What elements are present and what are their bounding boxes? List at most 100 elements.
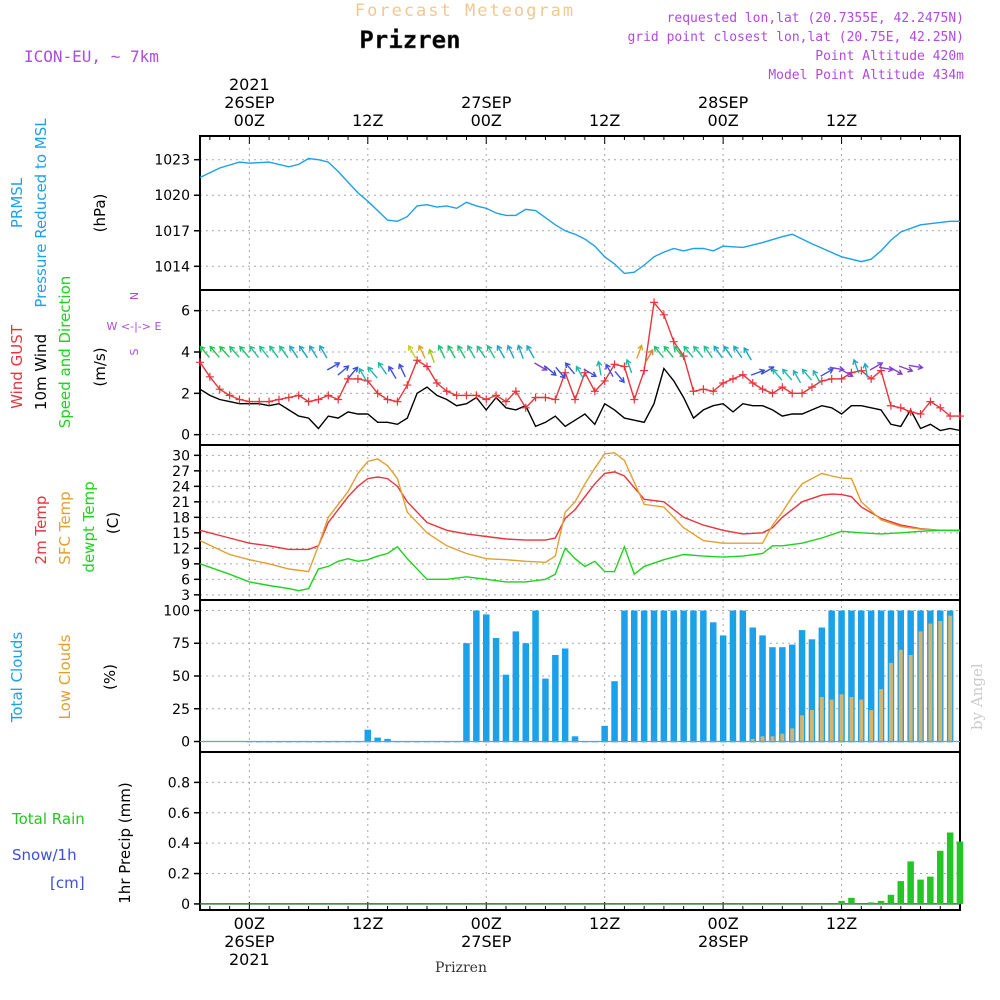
- gust-marker: [255, 397, 264, 406]
- wind-arrow: [516, 344, 524, 359]
- gust-marker: [521, 403, 530, 412]
- low-cloud-bar: [928, 623, 933, 742]
- gust-marker: [472, 391, 481, 400]
- time-label-top: 27SEP: [461, 93, 512, 112]
- total-cloud-bar: [611, 681, 618, 743]
- wind-arrow: [496, 344, 506, 359]
- gust-marker: [294, 391, 303, 400]
- y-tick-label: 6: [181, 572, 190, 588]
- wind-arrow: [555, 366, 566, 380]
- total-cloud-bar: [364, 729, 371, 743]
- precip-unit: 1hr Precip (mm): [116, 782, 134, 903]
- compass-n: N: [128, 292, 141, 300]
- gust-marker: [462, 391, 471, 400]
- y-tick-label: 0: [181, 897, 190, 913]
- gust-marker: [798, 389, 807, 398]
- total-cloud-bar: [483, 614, 490, 743]
- watermark: by Angel: [968, 663, 986, 730]
- wind-arrow: [249, 345, 260, 358]
- low-cloud-bar: [948, 615, 953, 742]
- rain-bar: [907, 861, 914, 904]
- gust-marker: [837, 374, 846, 383]
- time-label-bottom: 28SEP: [698, 932, 749, 951]
- wind-arrow: [761, 366, 775, 375]
- snow-unit-label: [cm]: [50, 874, 85, 892]
- temp-2m-line: [199, 471, 960, 551]
- wind-arrow: [693, 345, 704, 358]
- low-cloud-bar: [898, 649, 903, 742]
- temp-sfc-label: SFC Temp: [56, 491, 74, 564]
- gust-marker: [827, 374, 836, 383]
- total-cloud-bar: [867, 610, 875, 743]
- y-tick-label: 1020: [154, 188, 190, 204]
- total-cloud-bar: [384, 738, 391, 743]
- y-tick-label: 1014: [154, 259, 190, 275]
- rain-label: Total Rain: [11, 810, 85, 828]
- gust-marker: [304, 397, 313, 406]
- total-cloud-bar: [502, 674, 510, 743]
- total-cloud-bar: [848, 610, 855, 743]
- temp-unit: (C): [104, 512, 122, 534]
- total-cloud-bar: [601, 725, 608, 743]
- low-cloud-bar: [859, 699, 864, 742]
- gust-marker: [492, 391, 501, 400]
- y-tick-label: 12: [172, 541, 190, 557]
- y-tick-label: 2: [181, 386, 190, 402]
- low-cloud-bar: [889, 662, 893, 742]
- y-tick-label: 0.6: [168, 806, 190, 822]
- gust-marker: [916, 410, 925, 418]
- gust-marker: [235, 395, 244, 404]
- time-label-bottom: 00Z: [707, 914, 738, 933]
- wind-arrow: [358, 367, 368, 382]
- wind-arrow: [398, 363, 406, 378]
- wind-arrow: [347, 366, 359, 379]
- low-cloud-bar: [849, 697, 854, 742]
- total-clouds-label: Total Clouds: [8, 632, 26, 724]
- wind-arrow: [476, 345, 486, 359]
- wind-arrow: [801, 368, 813, 381]
- total-cloud-bar: [463, 643, 470, 743]
- wind-arrow: [199, 345, 210, 358]
- y-tick-label: 21: [172, 495, 190, 511]
- time-label-bottom: 27SEP: [461, 932, 512, 951]
- gust-marker: [906, 407, 915, 416]
- total-cloud-bar: [561, 648, 569, 743]
- total-cloud-bar: [670, 610, 677, 743]
- temp-sfc-line: [199, 452, 961, 573]
- total-cloud-bar: [858, 610, 865, 743]
- station-title: Prizren: [359, 26, 460, 54]
- gust-marker: [719, 379, 728, 387]
- total-cloud-bar: [571, 736, 579, 743]
- gust-marker: [561, 368, 570, 377]
- gust-marker: [778, 383, 787, 392]
- wind-arrow: [279, 345, 289, 359]
- low-cloud-bar: [938, 621, 943, 742]
- wind-arrow: [377, 361, 388, 375]
- wind-arrow: [852, 358, 860, 374]
- rain-bar: [838, 900, 845, 904]
- gust-marker: [748, 379, 757, 387]
- total-cloud-bar: [700, 610, 707, 743]
- wind-arrow: [614, 370, 625, 384]
- wind-arrow: [229, 345, 240, 358]
- wind-arrow: [407, 344, 417, 359]
- time-label-bottom: 2021: [229, 950, 270, 969]
- pressure-label-1: PRMSL: [8, 177, 26, 228]
- time-label-top: 12Z: [352, 111, 383, 130]
- time-label-top: 00Z: [707, 111, 738, 130]
- y-tick-label: 25: [172, 702, 190, 718]
- wind-arrow: [908, 363, 924, 371]
- total-cloud-bar: [729, 610, 737, 743]
- wind-dir-label: Speed and Direction: [56, 276, 74, 429]
- pressure-label-2: Pressure Reduced to MSL: [32, 118, 50, 308]
- total-cloud-bar: [680, 610, 687, 743]
- total-cloud-bar: [542, 678, 549, 743]
- total-cloud-bar: [512, 631, 520, 743]
- rain-bar: [937, 850, 944, 904]
- wind-arrow: [575, 365, 585, 380]
- gust-marker: [659, 310, 668, 319]
- temp-2m-label: 2m Temp: [32, 496, 50, 565]
- total-cloud-bar: [650, 610, 658, 743]
- wind-arrow: [564, 362, 576, 375]
